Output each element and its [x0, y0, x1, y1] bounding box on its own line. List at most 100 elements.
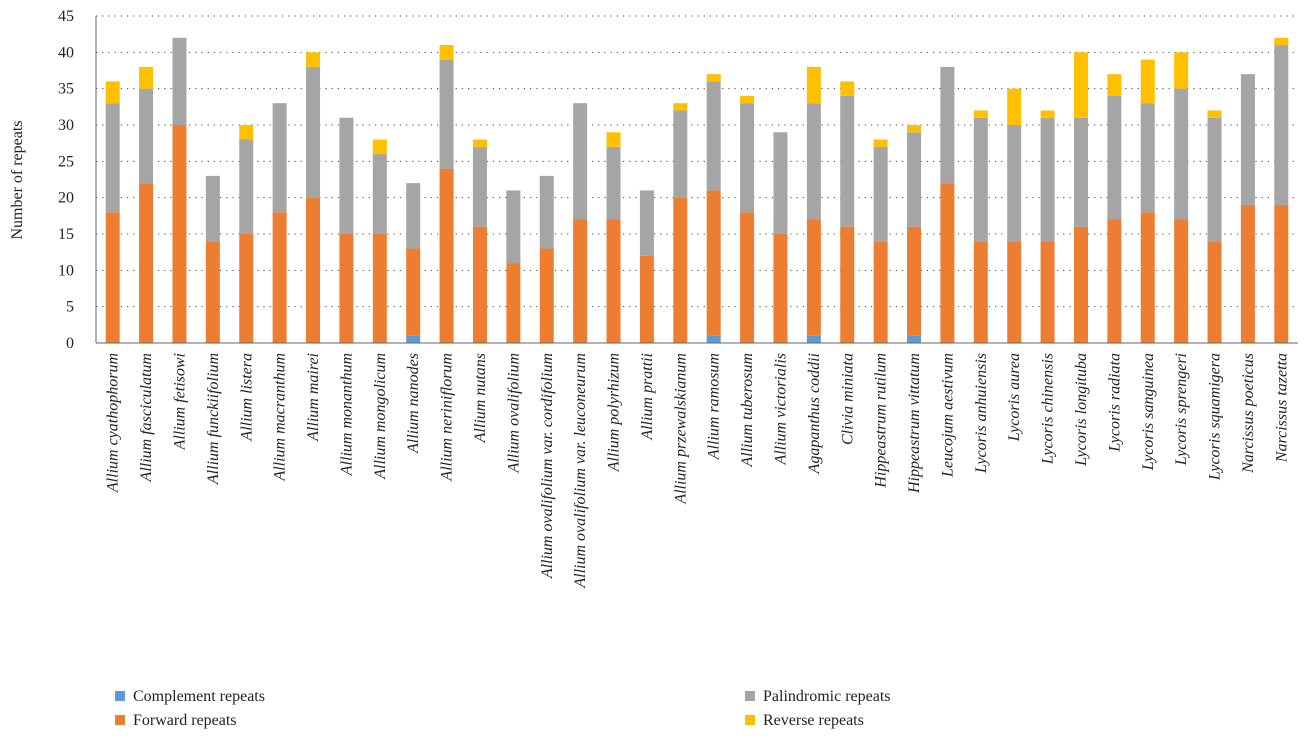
- y-tick-label: 5: [66, 299, 74, 316]
- bar-segment-forward-repeats: [1207, 241, 1222, 343]
- bar-segment-forward-repeats: [1040, 241, 1055, 343]
- bar-segment-reverse-repeats: [673, 103, 688, 111]
- x-category-label: Allium fasciculatum: [138, 353, 155, 482]
- bar-segment-palindromic-repeats: [472, 146, 487, 227]
- x-category-label: Allium nutans: [472, 353, 489, 443]
- bar-segment-palindromic-repeats: [773, 132, 788, 234]
- y-tick-label: 20: [58, 190, 74, 207]
- bar-segment-palindromic-repeats: [1207, 117, 1222, 242]
- bar-segment-reverse-repeats: [873, 139, 888, 147]
- x-category-label: Narcissus tazetta: [1273, 353, 1290, 463]
- bar-segment-palindromic-repeats: [940, 66, 955, 184]
- x-category-label: Allium ovalifolium: [505, 353, 522, 474]
- bar-segment-forward-repeats: [573, 219, 588, 343]
- bar-segment-palindromic-repeats: [105, 103, 120, 213]
- bar-segment-forward-repeats: [840, 226, 855, 343]
- bar-segment-palindromic-repeats: [172, 37, 187, 125]
- bar-segment-palindromic-repeats: [1073, 117, 1088, 227]
- bar-segment-palindromic-repeats: [1007, 125, 1022, 242]
- bar-segment-reverse-repeats: [1140, 59, 1155, 104]
- bar-segment-reverse-repeats: [1207, 110, 1222, 118]
- x-category-label: Allium przewalskianum: [672, 353, 689, 505]
- legend-item: Palindromic repeats: [745, 688, 891, 705]
- x-category-label: Lycoris squamigera: [1207, 353, 1224, 481]
- bar-segment-palindromic-repeats: [706, 81, 721, 191]
- x-category-label: Agapanthus coddii: [806, 353, 823, 474]
- bar-segment-reverse-repeats: [1073, 52, 1088, 118]
- bar-segment-reverse-repeats: [907, 125, 922, 133]
- legend-swatch: [745, 691, 755, 701]
- bar-segment-reverse-repeats: [973, 110, 988, 118]
- x-category-label: Lycoris radiata: [1106, 353, 1123, 453]
- x-category-label: Allium tuberosum: [739, 353, 756, 468]
- legend-item: Complement repeats: [115, 688, 265, 705]
- x-category-label: Lycoris longituba: [1073, 353, 1090, 467]
- bar-segment-palindromic-repeats: [673, 110, 688, 198]
- bar-segment-reverse-repeats: [1174, 52, 1189, 89]
- x-category-label: Narcissus poeticus: [1240, 353, 1257, 474]
- x-category-label: Lycoris anhuiensis: [973, 353, 990, 474]
- bar-segment-palindromic-repeats: [439, 59, 454, 169]
- bar-segment-reverse-repeats: [606, 132, 621, 147]
- bar-segment-reverse-repeats: [105, 81, 120, 104]
- bar-segment-palindromic-repeats: [339, 117, 354, 234]
- bar-segment-forward-repeats: [439, 168, 454, 343]
- bar-segment-forward-repeats: [1274, 204, 1289, 343]
- legend-swatch: [115, 715, 125, 725]
- bar-segment-palindromic-repeats: [1240, 74, 1255, 205]
- bar-segment-palindromic-repeats: [1274, 45, 1289, 205]
- bar-segment-palindromic-repeats: [907, 132, 922, 227]
- bar-segment-palindromic-repeats: [205, 175, 220, 242]
- bar-segment-palindromic-repeats: [973, 117, 988, 242]
- legend-item: Forward repeats: [115, 712, 237, 729]
- bar-segment-reverse-repeats: [306, 52, 321, 67]
- bar-segment-palindromic-repeats: [139, 88, 154, 184]
- bar-segment-palindromic-repeats: [239, 139, 254, 234]
- legend-swatch: [745, 715, 755, 725]
- bar-segment-forward-repeats: [706, 190, 721, 336]
- bar-segment-forward-repeats: [406, 248, 421, 336]
- y-tick-label: 35: [58, 81, 74, 98]
- y-tick-label: 0: [66, 335, 74, 352]
- legend-label: Forward repeats: [133, 712, 237, 729]
- bar-segment-palindromic-repeats: [740, 103, 755, 213]
- bar-segment-forward-repeats: [1073, 226, 1088, 343]
- x-category-label: Allium cyathophorum: [105, 353, 122, 493]
- bar-segment-forward-repeats: [873, 241, 888, 343]
- x-category-label: Allium ovalifolium var. cordifolium: [539, 353, 556, 579]
- bar-segment-palindromic-repeats: [573, 103, 588, 220]
- bar-segment-forward-repeats: [639, 255, 654, 343]
- bar-segment-forward-repeats: [1140, 212, 1155, 343]
- bar-segment-palindromic-repeats: [539, 175, 554, 249]
- legend-swatch: [115, 691, 125, 701]
- y-tick-label: 10: [58, 262, 74, 279]
- y-tick-label: 25: [58, 153, 74, 170]
- x-category-label: Allium funckiifolium: [205, 353, 222, 485]
- bars: [105, 37, 1289, 343]
- legend-label: Complement repeats: [133, 688, 265, 705]
- bar-segment-palindromic-repeats: [506, 190, 521, 264]
- bar-segment-palindromic-repeats: [606, 146, 621, 220]
- bar-segment-complement-repeats: [706, 335, 721, 343]
- x-category-label: Allium ramosum: [706, 353, 723, 460]
- bar-segment-palindromic-repeats: [372, 154, 387, 234]
- bar-segment-forward-repeats: [472, 226, 487, 343]
- bar-segment-palindromic-repeats: [840, 95, 855, 227]
- x-category-label: Allium polyrhizum: [606, 353, 623, 472]
- bar-segment-forward-repeats: [806, 219, 821, 336]
- x-category-label: Allium victorialis: [772, 353, 789, 466]
- bar-segment-forward-repeats: [205, 241, 220, 343]
- bar-segment-complement-repeats: [907, 335, 922, 343]
- bar-segment-complement-repeats: [406, 335, 421, 343]
- y-tick-label: 30: [58, 117, 74, 134]
- bar-segment-reverse-repeats: [1007, 88, 1022, 125]
- x-category-label: Allium macranthum: [272, 353, 289, 482]
- bar-segment-forward-repeats: [372, 234, 387, 343]
- bar-segment-palindromic-repeats: [406, 183, 421, 249]
- bar-segment-reverse-repeats: [472, 139, 487, 147]
- axes: [95, 16, 1298, 344]
- bar-segment-reverse-repeats: [239, 125, 254, 140]
- bar-segment-forward-repeats: [339, 234, 354, 343]
- x-category-label: Lycoris aurea: [1006, 353, 1023, 442]
